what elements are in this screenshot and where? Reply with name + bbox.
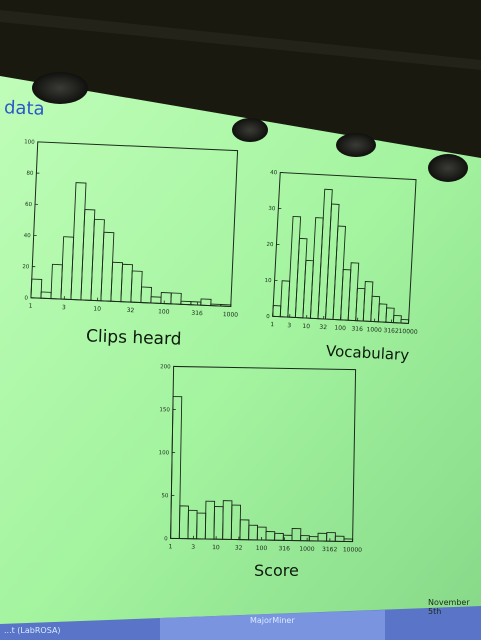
histogram-bar — [30, 278, 43, 299]
y-tick-label: 0 — [24, 295, 28, 301]
x-tick-label: 3162 — [322, 546, 338, 553]
ceiling-beam — [0, 10, 481, 70]
projection-screen — [0, 76, 481, 640]
x-tick-label: 100 — [256, 545, 268, 552]
slide-footer-center — [160, 610, 385, 640]
histogram-bar — [170, 292, 182, 305]
histogram-bar — [140, 286, 152, 304]
y-tick-label: 50 — [161, 493, 169, 499]
x-tick-label: 1 — [270, 321, 274, 328]
y-tick-label: 0 — [266, 314, 270, 320]
y-tick-label: 40 — [270, 170, 278, 176]
x-tick-label: 100 — [334, 325, 346, 333]
y-tick-label: 30 — [268, 206, 276, 212]
y-tick-label: 200 — [160, 364, 171, 370]
y-tick-label: 40 — [24, 233, 32, 239]
y-tick-label: 100 — [24, 139, 35, 145]
x-tick-label: 3 — [287, 322, 291, 329]
x-tick-label: 10 — [212, 544, 220, 551]
histogram-score: 0 50 100 150 200 1 3 10 32 100 316 1000 3162 10000 — [159, 364, 363, 554]
x-tick-label: 32 — [127, 307, 135, 314]
y-tick-label: 20 — [22, 264, 30, 270]
footer-right-text: November 5th — [428, 598, 470, 616]
footer-left-text: ...t (LabROSA) — [4, 626, 61, 635]
x-tick-label: 10 — [93, 305, 101, 312]
y-tick-label: 80 — [26, 171, 34, 177]
x-tick-label: 3 — [191, 544, 195, 551]
footer-center-text: MajorMiner — [250, 616, 295, 625]
histogram-bar — [291, 528, 302, 542]
x-tick-label: 32 — [319, 324, 327, 331]
x-tick-label: 10000 — [398, 328, 418, 336]
x-tick-label: 10000 — [343, 546, 362, 553]
x-tick-label: 1 — [29, 303, 33, 310]
x-tick-label: 32 — [235, 545, 243, 552]
histogram-vocabulary: 0 10 20 30 40 1 3 10 32 100 316 1000 3162 10000 — [264, 170, 418, 336]
x-tick-label: 10 — [302, 323, 310, 330]
xlabel-clips-heard: Clips heard — [85, 326, 182, 350]
xlabel-score: Score — [254, 561, 299, 580]
x-tick-label: 1000 — [299, 546, 315, 553]
x-tick-label: 316 — [351, 325, 363, 333]
histogram-bar — [170, 396, 183, 540]
y-tick-label: 100 — [159, 450, 170, 456]
x-tick-label: 3 — [62, 304, 66, 311]
y-tick-label: 150 — [159, 407, 170, 413]
x-tick-label: 316 — [278, 545, 290, 552]
x-tick-label: 316 — [191, 310, 203, 318]
slide-title: data — [3, 97, 45, 120]
y-tick-label: 20 — [266, 242, 274, 248]
histogram-clips-heard: 0 20 40 60 80 100 1 3 10 32 100 316 1000 — [22, 139, 239, 319]
y-tick-label: 0 — [164, 536, 168, 542]
x-tick-label: 1 — [168, 543, 172, 550]
y-tick-label: 10 — [264, 278, 272, 284]
histogram-bar — [200, 298, 212, 307]
y-tick-label: 60 — [25, 202, 33, 208]
x-tick-label: 1000 — [223, 311, 239, 319]
x-tick-label: 100 — [158, 308, 170, 316]
ceiling-lights — [32, 72, 468, 182]
x-tick-label: 1000 — [366, 326, 382, 334]
x-tick-label: 3162 — [383, 327, 399, 335]
